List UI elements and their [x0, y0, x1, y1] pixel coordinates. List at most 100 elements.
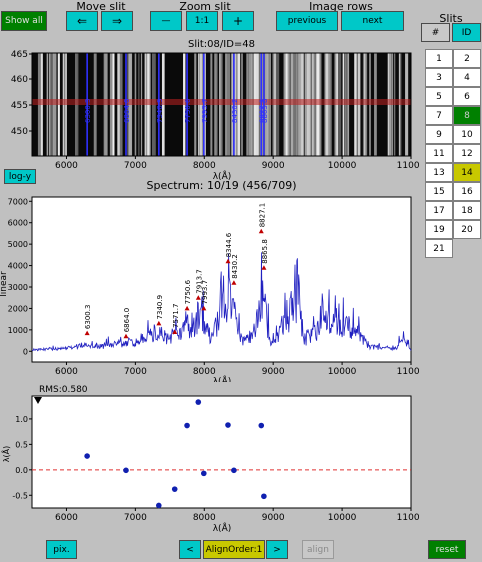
line-marker [195, 295, 201, 300]
slit-cell-7[interactable]: 7 [425, 106, 453, 125]
slit-cell-4[interactable]: 4 [453, 68, 481, 87]
slit-cell-20[interactable]: 20 [453, 220, 481, 239]
slit-cell-5[interactable]: 5 [425, 87, 453, 106]
residual-point [258, 422, 265, 429]
slit-cell-8[interactable]: 8 [453, 106, 481, 125]
y-tick-label: -0.5 [12, 491, 28, 500]
y-axis-label: linear [0, 271, 9, 297]
slit-cell-19[interactable]: 19 [425, 220, 453, 239]
slits-title: Slits [439, 12, 463, 25]
y-tick-label: 6000 [8, 219, 28, 228]
line-annotation: 8827.1 [258, 203, 266, 228]
residual-point [225, 422, 231, 428]
slit-cell-11[interactable]: 11 [425, 144, 453, 163]
line-annotation: 6300.3 [84, 305, 92, 330]
identified-line-label: 8827.1 [258, 99, 266, 124]
x-tick-label: 9000 [262, 161, 285, 171]
line-annotation: 8344.6 [225, 232, 233, 257]
slit-cell-3[interactable]: 3 [425, 68, 453, 87]
slits-col-id[interactable]: ID [452, 23, 481, 42]
line-annotation: 7913.7 [195, 269, 203, 294]
slit-cell-21[interactable]: 21 [425, 239, 453, 258]
residual-point [155, 502, 162, 509]
line-marker [156, 320, 162, 326]
slit-cell-12[interactable]: 12 [453, 144, 481, 163]
y-tick-label: 460 [11, 75, 28, 85]
slit-cell-13[interactable]: 13 [425, 163, 453, 182]
reset-button[interactable]: reset [428, 540, 466, 559]
x-tick-label: 8000 [193, 513, 216, 523]
residual-point [84, 453, 90, 459]
slit-cell-17[interactable]: 17 [425, 201, 453, 220]
move-left-button[interactable]: ⇐ [66, 11, 98, 31]
rms-label: RMS:0.580 [39, 385, 88, 395]
slit-cell-15[interactable]: 15 [425, 182, 453, 201]
slit-cell-6[interactable]: 6 [453, 87, 481, 106]
identified-line-label: 6300.3 [84, 99, 92, 124]
line-marker [184, 305, 190, 311]
slit-cell-2[interactable]: 2 [453, 49, 481, 68]
spectrum-title: Spectrum: 10/19 (456/709) [146, 179, 297, 192]
x-axis-label: λ(Å) [213, 170, 232, 180]
move-right-button[interactable]: ⇒ [101, 11, 133, 31]
residual-point [231, 467, 237, 474]
y-tick-label: 455 [11, 101, 28, 111]
show-all-button[interactable]: Show all [1, 11, 47, 31]
x-tick-label: 10000 [328, 513, 357, 523]
slit-cell-16[interactable]: 16 [453, 182, 481, 201]
y-axis-label: λ(Å) [0, 446, 11, 462]
slit-cell-18[interactable]: 18 [453, 201, 481, 220]
move-slit-label: Move slit [76, 0, 126, 13]
prev-order-button[interactable]: < [179, 540, 201, 559]
x-tick-label: 9000 [262, 513, 285, 523]
x-tick-label: 6000 [55, 513, 78, 523]
residual-point [123, 467, 129, 474]
previous-button[interactable]: previous [276, 11, 338, 31]
next-order-button[interactable]: > [266, 540, 288, 559]
x-axis-label: λ(Å) [213, 522, 232, 534]
residual-plot[interactable]: 1.0 0.5 0.0 -0.5 6000 7000 8000 9000 10000 11000 λ… [0, 394, 420, 534]
x-tick-label: 11000 [397, 513, 420, 523]
slit-cell-9[interactable]: 9 [425, 125, 453, 144]
zoom-reset-button[interactable]: 1:1 [186, 11, 218, 31]
x-tick-label: 6000 [55, 367, 78, 377]
y-tick-label: 0 [23, 347, 28, 356]
y-tick-label: 2000 [8, 304, 28, 313]
line-annotation: 7571.7 [172, 304, 180, 329]
y-tick-label: 4000 [8, 262, 28, 271]
identified-line-label: 8865.8 [261, 99, 269, 124]
slit-image[interactable]: 6300.3 6864.0 7340.9 7750.6 7993.7 8430.2 8827… [0, 48, 420, 180]
x-tick-label: 7000 [124, 367, 147, 377]
identified-line-label: 6864.0 [123, 99, 131, 124]
y-tick-label: 1000 [8, 326, 28, 335]
slit-cell-14[interactable]: 14 [453, 163, 481, 182]
spectrum-line [31, 252, 412, 352]
line-annotation: 8865.8 [261, 239, 269, 264]
x-tick-label: 10000 [328, 367, 357, 377]
line-marker [225, 258, 231, 264]
next-button[interactable]: next [341, 11, 404, 31]
line-marker [201, 305, 207, 311]
align-button[interactable]: align [302, 540, 334, 559]
y-tick-label: 5000 [8, 240, 28, 249]
line-marker [231, 280, 237, 285]
x-tick-label: 11000 [397, 367, 420, 377]
spectrum-plot[interactable]: 6300.3 6864.0 7340.9 7571.7 7750.6 7913.77993… [0, 192, 420, 382]
slit-cell-1[interactable]: 1 [425, 49, 453, 68]
pix-button[interactable]: pix. [46, 540, 77, 559]
slit-cell-10[interactable]: 10 [453, 125, 481, 144]
zoom-in-button[interactable]: + [222, 11, 254, 31]
y-tick-label: 0.0 [15, 466, 28, 475]
zoom-out-button[interactable]: — [150, 11, 182, 31]
x-tick-label: 10000 [328, 161, 357, 171]
slits-col-hash[interactable]: # [421, 23, 450, 42]
x-tick-label: 9000 [262, 367, 285, 377]
line-annotation: 6864.0 [123, 308, 131, 333]
residual-point [184, 422, 190, 429]
logy-button[interactable]: log-y [4, 169, 36, 184]
image-rows-label: Image rows [309, 0, 373, 13]
selected-row-band [32, 99, 411, 105]
y-tick-label: 0.5 [15, 440, 28, 449]
x-axis-label: λ(Å) [213, 375, 232, 382]
align-order-selector[interactable]: AlignOrder:1 [203, 540, 265, 559]
